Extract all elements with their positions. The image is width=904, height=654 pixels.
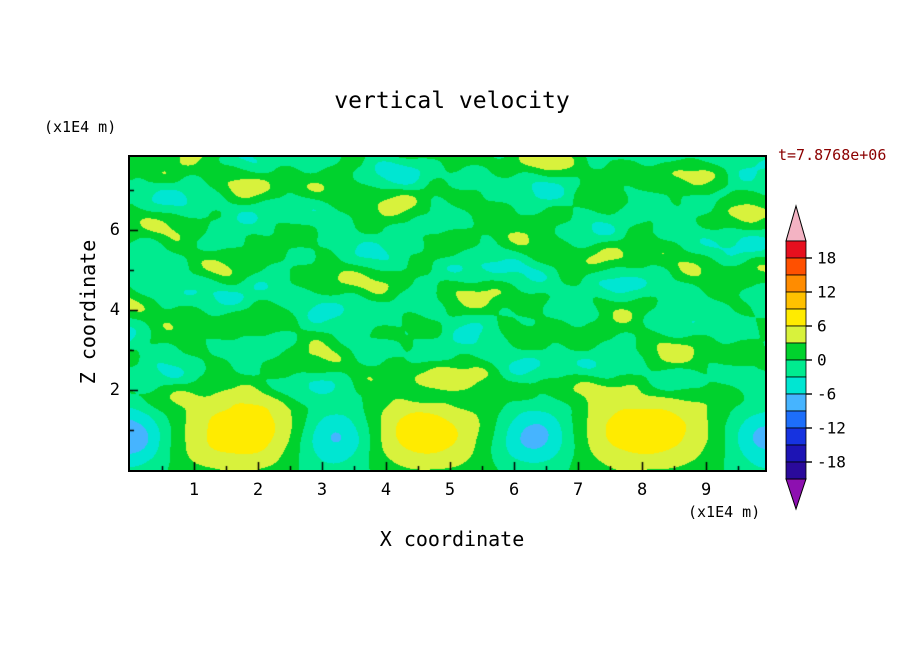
colorbar-over-arrow xyxy=(785,204,807,242)
colorbar-segment xyxy=(785,444,807,463)
x-tick-label: 9 xyxy=(700,480,712,500)
x-tick-label: 7 xyxy=(572,480,584,500)
plot-title: vertical velocity xyxy=(334,88,570,114)
colorbar-tick-label: -18 xyxy=(817,453,846,472)
x-tick-label: 6 xyxy=(508,480,520,500)
colorbar-segment xyxy=(785,342,807,361)
y-tick-label: 2 xyxy=(109,380,120,401)
x-tick-label: 2 xyxy=(252,480,264,500)
colorbar-tick-label: 18 xyxy=(817,249,836,268)
colorbar-tick-label: 6 xyxy=(817,317,827,336)
colorbar-segment xyxy=(785,240,807,259)
y-tick-label: 6 xyxy=(109,220,120,241)
x-tick-label: 8 xyxy=(636,480,648,500)
x-axis-label: X coordinate xyxy=(379,527,525,551)
contour-field-canvas xyxy=(130,157,765,470)
colorbar-under-arrow xyxy=(785,478,807,511)
y-tick-label: 4 xyxy=(109,300,120,321)
x-tick-label: 1 xyxy=(188,480,200,500)
x-tick-label: 4 xyxy=(380,480,392,500)
y-axis-label: Z coordinate xyxy=(76,239,100,385)
colorbar-segment xyxy=(785,461,807,480)
x-tick-label: 3 xyxy=(316,480,328,500)
colorbar-tick-label: 0 xyxy=(817,351,827,370)
time-annotation: t=7.8768e+06 xyxy=(778,146,887,164)
colorbar-segment xyxy=(785,274,807,293)
colorbar-segment xyxy=(785,427,807,446)
colorbar-segment xyxy=(785,376,807,395)
colorbar-tick-label: -12 xyxy=(817,419,846,438)
plot-area xyxy=(128,155,767,472)
x-tick-label: 5 xyxy=(444,480,456,500)
y-axis-unit-label: (x1E4 m) xyxy=(44,118,117,136)
colorbar-segment xyxy=(785,359,807,378)
colorbar-segment xyxy=(785,291,807,310)
colorbar-segment xyxy=(785,325,807,344)
colorbar-segment xyxy=(785,308,807,327)
x-axis-unit-label: (x1E4 m) xyxy=(688,503,761,521)
colorbar-tick-label: -6 xyxy=(817,385,836,404)
colorbar-segment xyxy=(785,393,807,412)
colorbar-segment xyxy=(785,257,807,276)
colorbar: 18 12 6 0 -6 -12 -18 xyxy=(785,204,846,511)
colorbar-segment xyxy=(785,410,807,429)
colorbar-tick-label: 12 xyxy=(817,283,836,302)
